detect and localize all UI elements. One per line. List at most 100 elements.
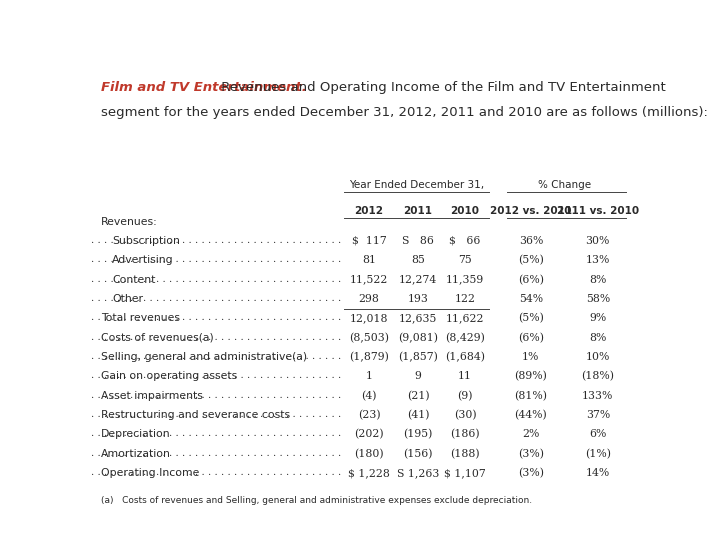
Text: (3%): (3%) <box>518 468 544 478</box>
Text: (6%): (6%) <box>518 274 544 285</box>
Text: 58%: 58% <box>585 294 610 304</box>
Text: (8,429): (8,429) <box>445 333 485 343</box>
Text: 11: 11 <box>458 371 472 381</box>
Text: Revenues:: Revenues: <box>101 217 158 227</box>
Text: 2011: 2011 <box>404 206 433 216</box>
Text: 2%: 2% <box>522 429 539 439</box>
Text: (9,081): (9,081) <box>398 333 438 343</box>
Text: . . . . . . . . . . . . . . . . . . . . . . . . . . . . . . . . . . . . . . .: . . . . . . . . . . . . . . . . . . . . … <box>91 429 341 438</box>
Text: (3%): (3%) <box>518 449 544 459</box>
Text: 2011 vs. 2010: 2011 vs. 2010 <box>557 206 639 216</box>
Text: . . . . . . . . . . . . . . . . . . . . . . . . . . . . . . . . . . . . . . .: . . . . . . . . . . . . . . . . . . . . … <box>91 449 341 457</box>
Text: 8%: 8% <box>589 333 606 342</box>
Text: 298: 298 <box>359 294 379 304</box>
Text: 11,522: 11,522 <box>350 274 388 285</box>
Text: Subscription: Subscription <box>112 236 180 246</box>
Text: . . . . . . . . . . . . . . . . . . . . . . . . . . . . . . . . . . . . . . .: . . . . . . . . . . . . . . . . . . . . … <box>91 294 341 303</box>
Text: (21): (21) <box>407 390 429 401</box>
Text: Restructuring and severance costs: Restructuring and severance costs <box>101 410 290 420</box>
Text: 2010: 2010 <box>451 206 480 216</box>
Text: Revenues and Operating Income of the Film and TV Entertainment: Revenues and Operating Income of the Fil… <box>217 82 666 94</box>
Text: (4): (4) <box>361 390 377 401</box>
Text: (195): (195) <box>403 429 433 440</box>
Text: Other: Other <box>112 294 143 304</box>
Text: 12,635: 12,635 <box>399 313 437 323</box>
Text: 122: 122 <box>454 294 475 304</box>
Text: $   66: $ 66 <box>449 236 481 246</box>
Text: (1,684): (1,684) <box>445 352 485 362</box>
Text: 6%: 6% <box>589 429 606 439</box>
Text: 14%: 14% <box>585 468 610 478</box>
Text: (5%): (5%) <box>518 255 544 266</box>
Text: . . . . . . . . . . . . . . . . . . . . . . . . . . . . . . . . . . . . . . .: . . . . . . . . . . . . . . . . . . . . … <box>91 390 341 400</box>
Text: (188): (188) <box>450 449 480 459</box>
Text: Operating Income: Operating Income <box>101 468 199 478</box>
Text: (202): (202) <box>354 429 384 440</box>
Text: . . . . . . . . . . . . . . . . . . . . . . . . . . . . . . . . . . . . . . .: . . . . . . . . . . . . . . . . . . . . … <box>91 236 341 245</box>
Text: Gain on operating assets: Gain on operating assets <box>101 371 238 381</box>
Text: (23): (23) <box>358 410 380 420</box>
Text: Advertising: Advertising <box>112 255 174 265</box>
Text: 8%: 8% <box>589 274 606 285</box>
Text: (6%): (6%) <box>518 333 544 343</box>
Text: (18%): (18%) <box>581 371 614 382</box>
Text: 133%: 133% <box>582 390 613 401</box>
Text: 13%: 13% <box>585 255 610 265</box>
Text: (44%): (44%) <box>515 410 547 420</box>
Text: (89%): (89%) <box>514 371 547 382</box>
Text: segment for the years ended December 31, 2012, 2011 and 2010 are as follows (mil: segment for the years ended December 31,… <box>101 105 708 119</box>
Text: 2012 vs. 2011: 2012 vs. 2011 <box>490 206 572 216</box>
Text: . . . . . . . . . . . . . . . . . . . . . . . . . . . . . . . . . . . . . . .: . . . . . . . . . . . . . . . . . . . . … <box>91 468 341 477</box>
Text: (41): (41) <box>407 410 429 420</box>
Text: . . . . . . . . . . . . . . . . . . . . . . . . . . . . . . . . . . . . . . .: . . . . . . . . . . . . . . . . . . . . … <box>91 352 341 361</box>
Text: Film and TV Entertainment.: Film and TV Entertainment. <box>101 82 307 94</box>
Text: . . . . . . . . . . . . . . . . . . . . . . . . . . . . . . . . . . . . . . .: . . . . . . . . . . . . . . . . . . . . … <box>91 371 341 380</box>
Text: $ 1,228: $ 1,228 <box>348 468 390 478</box>
Text: . . . . . . . . . . . . . . . . . . . . . . . . . . . . . . . . . . . . . . .: . . . . . . . . . . . . . . . . . . . . … <box>91 255 341 264</box>
Text: (a)   Costs of revenues and Selling, general and administrative expenses exclude: (a) Costs of revenues and Selling, gener… <box>101 496 532 504</box>
Text: $  117: $ 117 <box>351 236 387 246</box>
Text: Content: Content <box>112 274 156 285</box>
Text: 2012: 2012 <box>354 206 384 216</box>
Text: (1%): (1%) <box>585 449 611 459</box>
Text: . . . . . . . . . . . . . . . . . . . . . . . . . . . . . . . . . . . . . . .: . . . . . . . . . . . . . . . . . . . . … <box>91 410 341 419</box>
Text: 37%: 37% <box>585 410 610 420</box>
Text: 193: 193 <box>408 294 428 304</box>
Text: Total revenues: Total revenues <box>101 313 180 323</box>
Text: 9%: 9% <box>589 313 606 323</box>
Text: 11,359: 11,359 <box>446 274 484 285</box>
Text: 36%: 36% <box>518 236 543 246</box>
Text: (30): (30) <box>454 410 477 420</box>
Text: 54%: 54% <box>518 294 543 304</box>
Text: 1%: 1% <box>522 352 539 362</box>
Text: (186): (186) <box>450 429 480 440</box>
Text: 12,018: 12,018 <box>350 313 388 323</box>
Text: % Change: % Change <box>538 180 591 191</box>
Text: (5%): (5%) <box>518 313 544 323</box>
Text: 11,622: 11,622 <box>446 313 485 323</box>
Text: (81%): (81%) <box>514 390 547 401</box>
Text: 81: 81 <box>362 255 376 265</box>
Text: Amortization: Amortization <box>101 449 171 458</box>
Text: Costs of revenues(a): Costs of revenues(a) <box>101 333 214 342</box>
Text: (180): (180) <box>354 449 384 459</box>
Text: 1: 1 <box>366 371 372 381</box>
Text: Selling, general and administrative(a): Selling, general and administrative(a) <box>101 352 307 362</box>
Text: 12,274: 12,274 <box>399 274 437 285</box>
Text: S   86: S 86 <box>402 236 434 246</box>
Text: (156): (156) <box>403 449 433 459</box>
Text: Depreciation: Depreciation <box>101 429 171 439</box>
Text: . . . . . . . . . . . . . . . . . . . . . . . . . . . . . . . . . . . . . . .: . . . . . . . . . . . . . . . . . . . . … <box>91 274 341 284</box>
Text: . . . . . . . . . . . . . . . . . . . . . . . . . . . . . . . . . . . . . . .: . . . . . . . . . . . . . . . . . . . . … <box>91 333 341 342</box>
Text: (8,503): (8,503) <box>349 333 389 343</box>
Text: 85: 85 <box>411 255 425 265</box>
Text: 10%: 10% <box>585 352 610 362</box>
Text: . . . . . . . . . . . . . . . . . . . . . . . . . . . . . . . . . . . . . . .: . . . . . . . . . . . . . . . . . . . . … <box>91 313 341 322</box>
Text: 30%: 30% <box>585 236 610 246</box>
Text: (1,879): (1,879) <box>349 352 389 362</box>
Text: S 1,263: S 1,263 <box>397 468 439 478</box>
Text: Asset impairments: Asset impairments <box>101 390 203 401</box>
Text: 9: 9 <box>415 371 421 381</box>
Text: Year Ended December 31,: Year Ended December 31, <box>349 180 485 191</box>
Text: (9): (9) <box>457 390 473 401</box>
